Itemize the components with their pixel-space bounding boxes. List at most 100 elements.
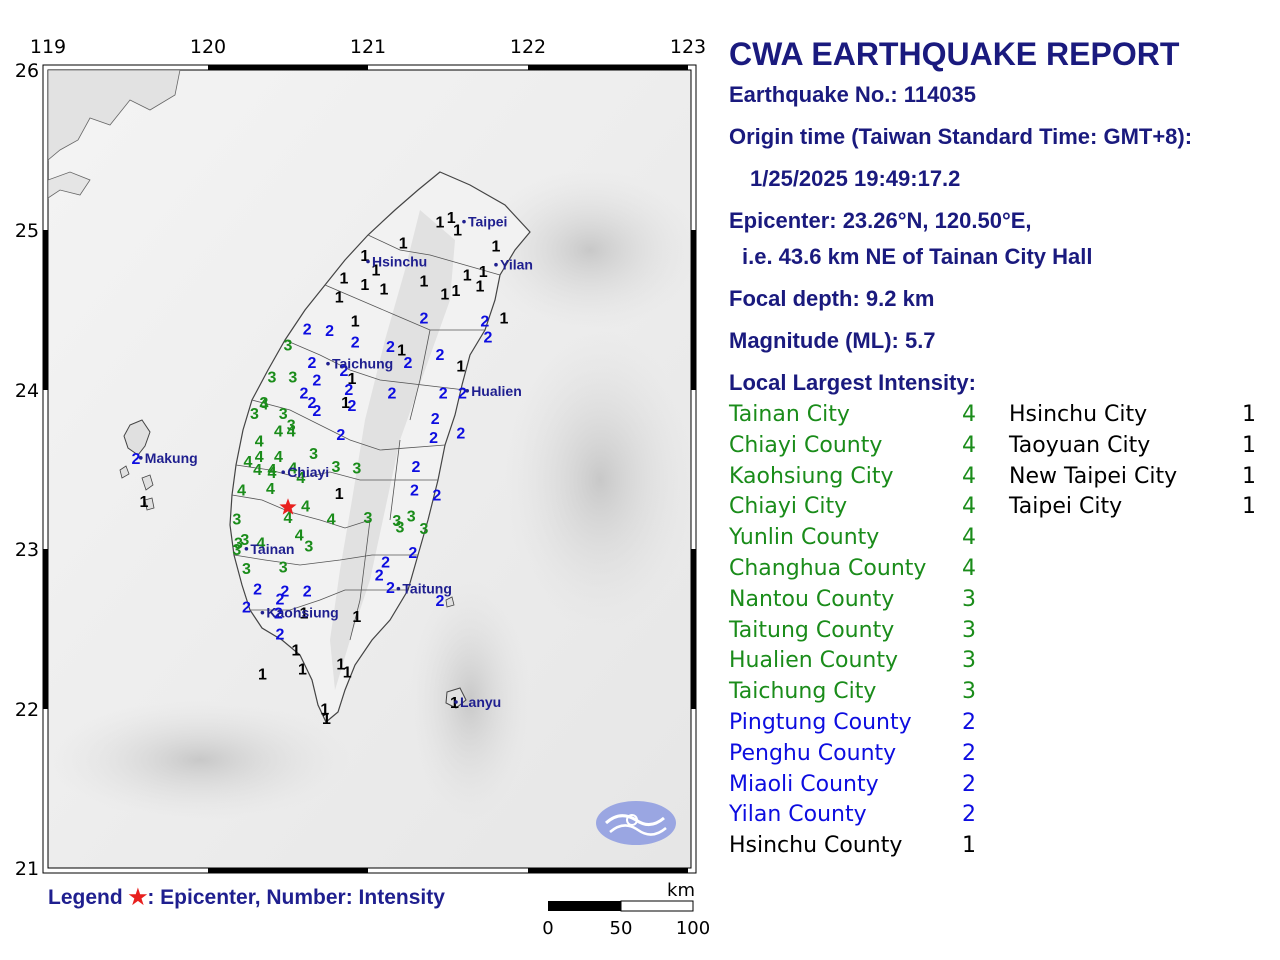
intensity-value: 3 — [242, 561, 251, 578]
region-intensity: 1 — [962, 833, 976, 859]
city-label: Yilan — [500, 257, 533, 273]
epicenter-description: i.e. 43.6 km NE of Tainan City Hall — [742, 244, 1093, 269]
intensity-value: 4 — [284, 510, 293, 527]
intensity-value: 4 — [327, 511, 336, 528]
intensity-value: 1 — [453, 223, 462, 240]
region-name: Taoyuan City — [1009, 432, 1151, 458]
intensity-value: 4 — [253, 462, 262, 479]
intensity-row: Tainan City 4 — [729, 402, 989, 433]
intensity-value: 1 — [360, 277, 369, 294]
intensity-value: 1 — [335, 290, 344, 307]
magnitude: Magnitude (ML): 5.7 — [729, 328, 936, 353]
intensity-value: 1 — [380, 282, 389, 299]
intensity-value: 3 — [287, 417, 296, 434]
intensity-value: 1 — [500, 310, 509, 327]
region-intensity: 4 — [962, 402, 976, 427]
region-name: Pingtung County — [729, 710, 912, 735]
intensity-value: 3 — [284, 338, 293, 355]
intensity-value: 2 — [420, 310, 429, 327]
intensity-row: Miaoli County 2 — [729, 772, 989, 803]
region-name: Tainan City — [729, 402, 850, 427]
intensity-value: 4 — [287, 424, 296, 441]
region-name: Chiayi City — [729, 494, 848, 520]
intensity-row: Changhua County 4 — [729, 556, 989, 587]
intensity-value: 2 — [484, 330, 493, 347]
intensity-row: Taoyuan City 1 — [1009, 433, 1269, 464]
lat-label: 22 — [15, 699, 39, 721]
intensity-value: 2 — [344, 382, 353, 399]
region-intensity: 2 — [962, 740, 976, 766]
region-intensity: 4 — [962, 525, 976, 551]
intensity-value: 2 — [336, 427, 345, 444]
epicenter-label: Epicenter: 23.26°N, 120.50°E, — [729, 208, 1032, 233]
city-label: Taichung — [332, 356, 393, 372]
intensity-value: 4 — [255, 433, 264, 450]
intensity-value: 1 — [492, 239, 501, 256]
intensity-row: Taitung County 3 — [729, 618, 989, 649]
region-intensity: 3 — [962, 648, 976, 674]
city-label: Kaohsiung — [266, 605, 338, 621]
intensity-value: 2 — [381, 555, 390, 572]
lon-label: 120 — [190, 36, 226, 58]
intensity-value: 3 — [250, 406, 259, 423]
city-marker — [281, 470, 286, 474]
region-name: Yunlin County — [729, 525, 880, 551]
intensity-value: 3 — [304, 539, 313, 556]
intensity-value: 2 — [300, 385, 309, 402]
intensity-value: 2 — [253, 582, 262, 599]
intensity-value: 1 — [298, 662, 307, 679]
lat-label: 21 — [15, 858, 39, 880]
intensity-value: 1 — [351, 314, 360, 331]
intensity-value: 2 — [458, 385, 467, 402]
region-intensity: 2 — [962, 771, 976, 797]
intensity-value: 3 — [268, 369, 277, 386]
intensity-row: Hsinchu County 1 — [729, 833, 989, 864]
intensity-value: 2 — [308, 355, 317, 372]
city-marker — [326, 361, 330, 366]
region-name: Miaoli County — [729, 771, 879, 797]
intensity-value: 1 — [450, 695, 459, 712]
intensity-value: 2 — [480, 314, 489, 331]
intensity-value: 2 — [351, 334, 360, 351]
intensity-value: 1 — [479, 264, 488, 281]
report-title: CWA EARTHQUAKE REPORT — [729, 36, 1180, 72]
intensity-value: 1 — [352, 609, 361, 626]
intensity-value: 1 — [340, 270, 349, 287]
intensity-value: 2 — [412, 459, 421, 476]
intensity-value: 4 — [296, 470, 305, 487]
legend-text: : Epicenter, Number: Intensity — [147, 886, 445, 909]
city-labels: Taipei Hsinchu Yilan Taichung Hualien Makung C… — [139, 214, 533, 710]
region-name: Taipei City — [1009, 494, 1123, 520]
epicenter-star-icon — [279, 498, 297, 515]
intensity-value: 3 — [396, 519, 405, 536]
intensity-row: Chiayi County 4 — [729, 433, 989, 464]
intensity-value: 3 — [279, 406, 288, 423]
lat-label: 24 — [15, 380, 39, 402]
intensity-value: 3 — [288, 369, 297, 386]
region-intensity: 4 — [962, 432, 976, 458]
intensity-value: 1 — [322, 711, 331, 728]
region-intensity: 1 — [1242, 463, 1256, 489]
lat-label: 23 — [15, 539, 39, 561]
intensity-row: Kaohsiung City 4 — [729, 464, 989, 495]
scale-tick: 0 — [542, 918, 553, 939]
intensity-row: New Taipei City 1 — [1009, 464, 1269, 495]
lon-label: 122 — [510, 36, 546, 58]
latitude-labels: 26 25 24 23 22 21 — [15, 60, 39, 880]
intensity-value: 1 — [452, 283, 461, 300]
epicenter-layer — [279, 498, 297, 515]
intensity-value: 4 — [288, 460, 297, 477]
region-intensity: 3 — [962, 617, 976, 643]
intensity-value: 2 — [431, 411, 440, 428]
penghu-islands — [123, 419, 151, 456]
intensity-value: 2 — [404, 355, 413, 372]
intensity-value: 1 — [360, 248, 369, 265]
intensity-header: Local Largest Intensity: — [729, 370, 976, 395]
intensity-value: 1 — [140, 494, 149, 511]
legend-star-icon: ★ — [129, 886, 148, 909]
intensity-value: 2 — [276, 591, 285, 608]
intensity-value: 2 — [408, 545, 417, 562]
intensity-value: 2 — [276, 626, 285, 643]
region-intensity: 4 — [962, 556, 976, 581]
